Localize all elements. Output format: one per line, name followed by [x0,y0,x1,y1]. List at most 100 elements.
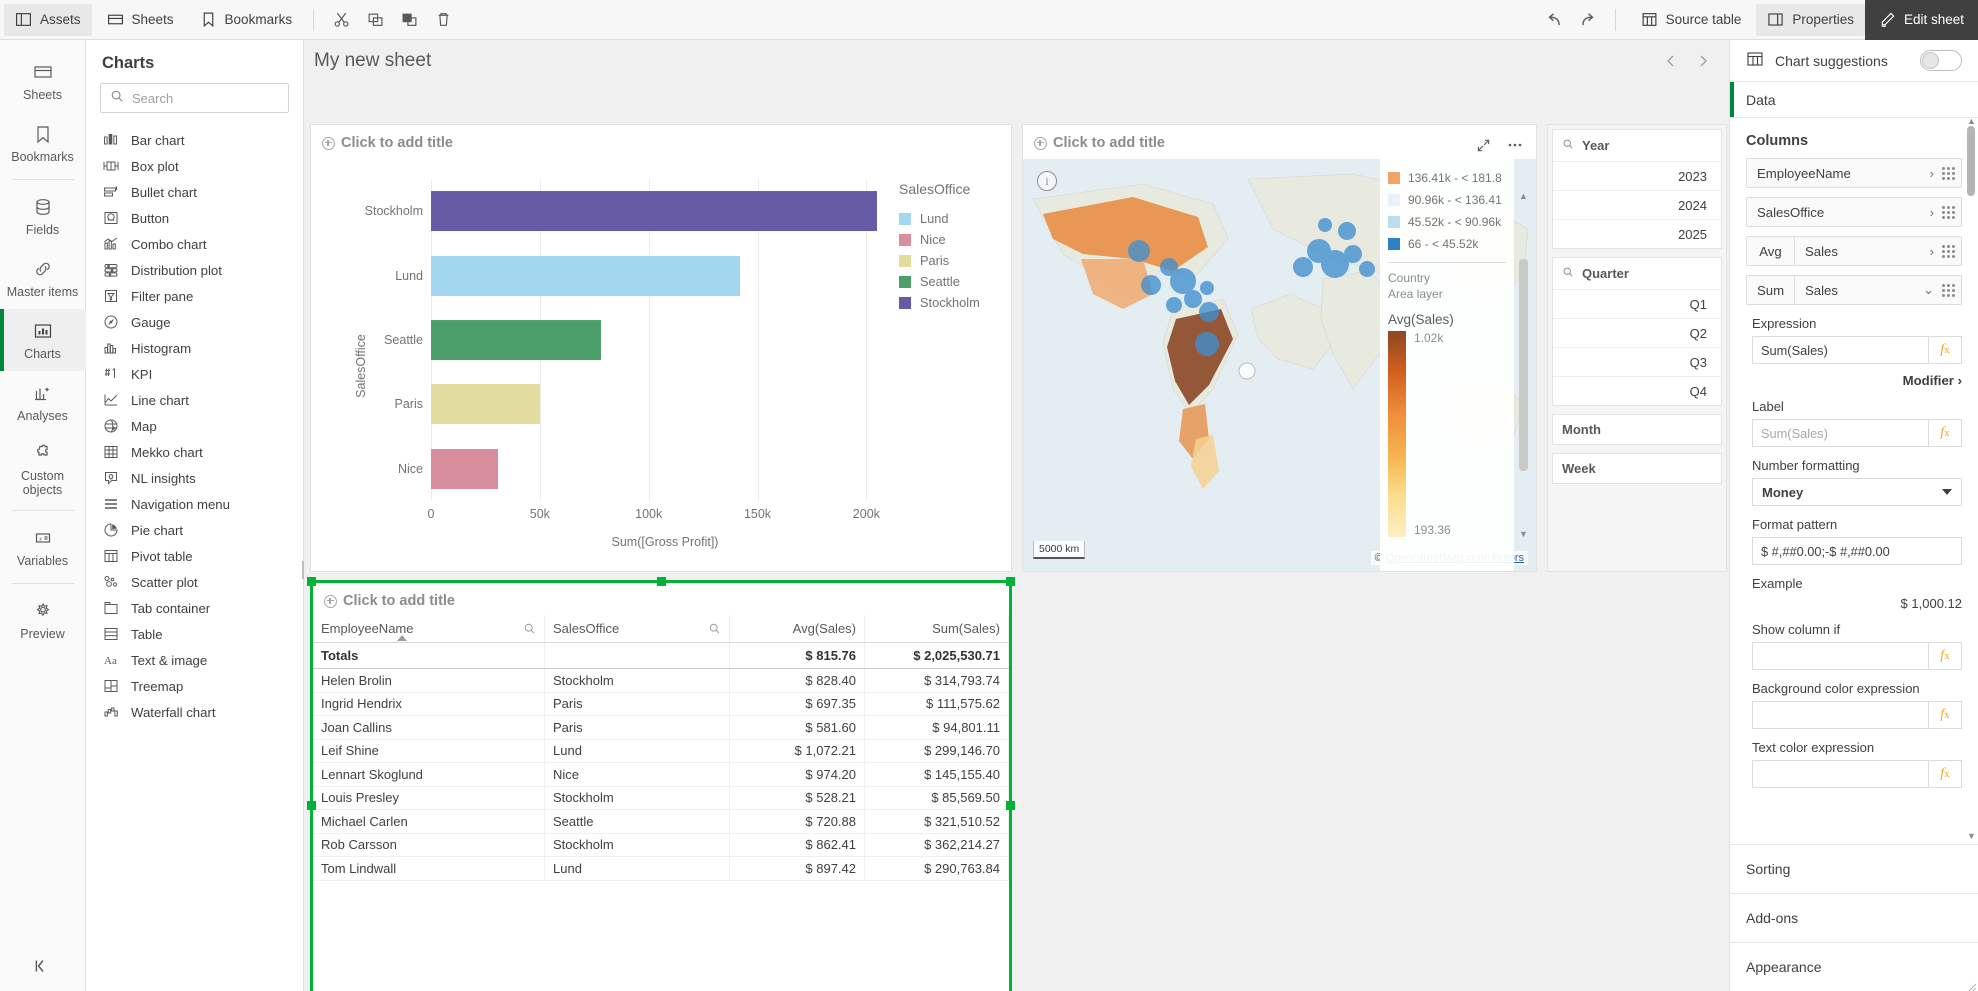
chart-item-nl-insights[interactable]: NL insights [86,465,303,491]
show-column-if-input[interactable] [1752,642,1928,670]
chart-item-map[interactable]: Map [86,413,303,439]
redo-button[interactable] [1571,4,1605,36]
chevron-down-icon[interactable]: ⌄ [1923,282,1934,297]
category-label-lund[interactable]: Lund [395,268,423,283]
category-label-nice[interactable]: Nice [397,461,423,476]
section-sorting[interactable]: Sorting [1730,844,1978,893]
sheets-button[interactable]: Sheets [96,4,185,36]
table-cell[interactable]: $ 299,146.70 [865,739,1009,762]
table-cell[interactable]: $ 528.21 [730,786,865,809]
chart-item-filter-pane[interactable]: Filter pane [86,283,303,309]
category-label-stockholm[interactable]: Stockholm [364,204,423,219]
bar-chart-object[interactable]: Click to add title SalesOffice Stockholm… [310,124,1012,572]
filter-value-2023[interactable]: 2023 [1553,161,1721,190]
rail-item-variables[interactable]: x Variables [0,516,86,578]
table-cell[interactable]: $ 321,510.52 [865,810,1009,833]
map-legend-scrollbar[interactable]: ▲ ▼ [1519,191,1528,539]
table-cell[interactable]: Lund [545,857,730,880]
rail-item-sheets[interactable]: Sheets [0,50,86,112]
table-cell[interactable]: Stockholm [545,786,730,809]
drag-handle-icon[interactable] [1941,283,1961,297]
table-cell[interactable]: $ 720.88 [730,810,865,833]
chevron-right-icon[interactable]: › [1929,204,1934,220]
delete-button[interactable] [426,4,460,36]
map-legend-bin[interactable]: 136.41k - < 181.8 [1388,167,1508,189]
legend-item-nice[interactable]: Nice [899,229,1005,250]
filter-block-week[interactable]: Week [1552,453,1722,484]
table-cell[interactable]: $ 697.35 [730,692,865,715]
legend-item-lund[interactable]: Lund [899,208,1005,229]
chart-item-button[interactable]: Button [86,205,303,231]
rail-item-preview[interactable]: Preview [0,589,86,651]
rail-item-bookmarks[interactable]: Bookmarks [0,112,86,174]
chart-item-mekko-chart[interactable]: Mekko chart [86,439,303,465]
filter-value-q2[interactable]: Q2 [1553,318,1721,347]
properties-button[interactable]: Properties [1756,3,1865,36]
scroll-up-arrow[interactable]: ▲ [1519,191,1528,201]
scrollbar-thumb[interactable] [1967,126,1975,196]
table-cell[interactable]: $ 314,793.74 [865,669,1009,692]
column-card-employeename[interactable]: EmployeeName › [1746,158,1962,188]
column-card-salesoffice[interactable]: SalesOffice › [1746,197,1962,227]
map-canvas[interactable]: i 5000 km © OpenStreetMap contributors 1… [1023,159,1536,571]
table-cell[interactable]: $ 145,155.40 [865,763,1009,786]
search-icon[interactable] [1562,266,1574,281]
filter-block-month[interactable]: Month [1552,414,1722,445]
chart-item-table[interactable]: Table [86,621,303,647]
table-cell[interactable]: Lund [545,739,730,762]
chart-item-distribution-plot[interactable]: Distribution plot [86,257,303,283]
section-appearance[interactable]: Appearance [1730,942,1978,991]
bar-nice[interactable] [431,448,499,489]
table-cell[interactable]: Paris [545,692,730,715]
scroll-down-arrow[interactable]: ▼ [1967,831,1976,841]
prev-sheet-button[interactable] [1663,53,1679,69]
column-card-avg-sales[interactable]: Avg Sales › [1746,236,1962,266]
filter-value-q4[interactable]: Q4 [1553,376,1721,405]
charts-search-input[interactable] [132,90,279,106]
table-cell[interactable]: Joan Callins [313,716,545,739]
table-object[interactable]: Click to add title EmployeeName SalesOff… [307,577,1015,991]
table-cell[interactable]: Paris [545,716,730,739]
legend-item-paris[interactable]: Paris [899,250,1005,271]
collapse-rail-button[interactable] [0,955,86,977]
map-object[interactable]: Click to add title [1022,124,1537,572]
chart-item-histogram[interactable]: Histogram [86,335,303,361]
filter-value-q1[interactable]: Q1 [1553,289,1721,318]
bar-chart-title[interactable]: Click to add title [311,125,1011,151]
filter-value-2025[interactable]: 2025 [1553,219,1721,248]
chart-item-pivot-table[interactable]: Pivot table [86,543,303,569]
text-color-input[interactable] [1752,760,1928,788]
bar-seattle[interactable] [431,320,601,360]
modifier-link[interactable]: Modifier › [1752,373,1962,388]
table-header-employeename[interactable]: EmployeeName [313,615,545,642]
section-addons[interactable]: Add-ons [1730,893,1978,942]
rail-item-custom-objects[interactable]: Custom objects [0,433,86,505]
chart-item-text-image[interactable]: Aa Text & image [86,647,303,673]
undo-button[interactable] [1537,4,1571,36]
category-label-paris[interactable]: Paris [394,397,423,412]
chevron-right-icon[interactable]: › [1929,243,1934,259]
resize-handle-tc[interactable] [657,577,666,586]
chart-item-tab-container[interactable]: Tab container [86,595,303,621]
background-color-input[interactable] [1752,701,1928,729]
chart-item-gauge[interactable]: Gauge [86,309,303,335]
table-cell[interactable]: Leif Shine [313,739,545,762]
charts-search-box[interactable] [100,83,289,113]
column-card-sum-sales[interactable]: Sum Sales ⌄ [1746,275,1962,305]
rail-item-master-items[interactable]: Master items [0,247,86,309]
table-cell[interactable]: Tom Lindwall [313,857,545,880]
chart-item-bullet-chart[interactable]: Bullet chart [86,179,303,205]
info-icon[interactable]: i [1037,171,1057,191]
chart-item-box-plot[interactable]: Box plot [86,153,303,179]
filter-value-q3[interactable]: Q3 [1553,347,1721,376]
scroll-up-arrow[interactable]: ▲ [1967,116,1976,126]
rail-item-fields[interactable]: Fields [0,185,86,247]
table-cell[interactable]: $ 290,763.84 [865,857,1009,880]
more-options-icon[interactable] [1502,133,1528,157]
map-legend-bin[interactable]: 90.96k - < 136.41 [1388,189,1508,211]
rail-item-analyses[interactable]: Analyses [0,371,86,433]
drag-handle-icon[interactable] [1941,166,1961,180]
search-icon[interactable] [1562,138,1574,153]
